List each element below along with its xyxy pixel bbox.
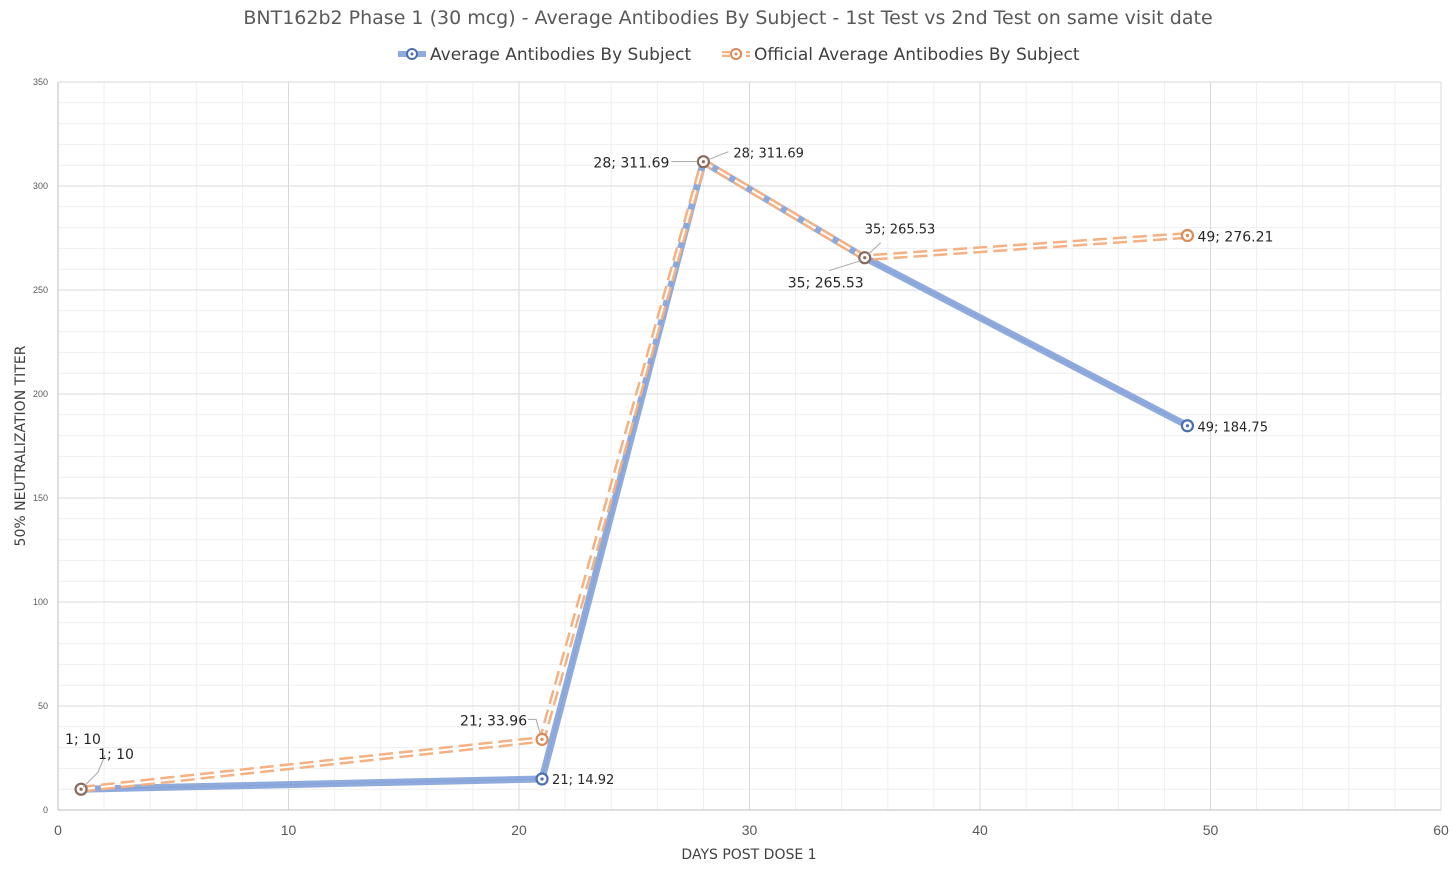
data-label-official: 1; 10 (65, 732, 101, 748)
chart-title: BNT162b2 Phase 1 (30 mcg) - Average Anti… (243, 7, 1212, 29)
data-label-average: 49; 184.75 (1197, 421, 1268, 436)
x-tick-label: 10 (281, 822, 297, 838)
legend: Average Antibodies By Subject Official Av… (398, 45, 1080, 65)
data-label-official: 21; 33.96 (460, 713, 527, 729)
data-label-leader-line (528, 718, 541, 734)
y-tick-label: 100 (33, 597, 48, 607)
data-label-official: 49; 276.21 (1197, 229, 1273, 245)
data-label-average: 21; 14.92 (552, 773, 614, 788)
data-label-average: 1; 10 (98, 747, 134, 763)
data-labels: 1; 10 21; 14.92 28; 311.69 35; 265.53 49; 18… (65, 147, 1273, 788)
series-line-official (80, 158, 1188, 793)
x-axis-title: DAYS POST DOSE 1 (681, 847, 816, 863)
axis-ticks: 0 10 20 30 40 50 60 0 50 100 150 200 250 300 350 (33, 77, 1449, 838)
data-label-average: 35; 265.53 (788, 276, 864, 292)
series-point-average-dot (79, 787, 83, 791)
legend-marker-dot (734, 52, 738, 56)
series-point-average-dot (540, 777, 544, 781)
y-tick-label: 350 (33, 77, 48, 87)
series-line-average (80, 158, 1190, 793)
major-gridlines (57, 81, 1442, 811)
series-point-average-dot (863, 256, 867, 260)
legend-marker-dot (410, 52, 414, 56)
series-layer (74, 155, 1195, 796)
series-point-average-dot (701, 160, 706, 164)
y-tick-label: 200 (33, 389, 48, 399)
legend-label: Average Antibodies By Subject (430, 45, 691, 65)
x-tick-label: 0 (54, 822, 62, 838)
series-point-official-dot (540, 737, 544, 741)
y-axis-title: 50% NEUTRALIZATION TITER (13, 345, 29, 546)
y-tick-label: 50 (38, 701, 48, 711)
x-tick-label: 40 (972, 822, 988, 838)
series-line-official-core (80, 160, 1188, 791)
data-label-leader-line (828, 260, 861, 272)
y-tick-label: 0 (43, 805, 48, 815)
series-point-average-dot (1185, 424, 1190, 428)
x-tick-label: 30 (742, 822, 758, 838)
data-label-leader-line (708, 151, 729, 161)
y-tick-label: 250 (33, 285, 48, 295)
x-tick-label: 20 (511, 822, 527, 838)
x-tick-label: 60 (1433, 822, 1449, 838)
data-label-average: 28; 311.69 (733, 147, 804, 162)
data-label-leader-line (82, 755, 106, 788)
leader-lines (82, 151, 882, 788)
data-label-leader-line (867, 242, 882, 256)
legend-label: Official Average Antibodies By Subject (754, 45, 1080, 65)
series-line-average-core (80, 161, 1188, 790)
series-point-official-dot (1185, 233, 1190, 238)
y-tick-label: 300 (33, 181, 48, 191)
y-tick-label: 150 (33, 493, 48, 503)
data-label-official: 35; 265.53 (865, 223, 936, 238)
x-tick-label: 50 (1203, 822, 1219, 838)
data-label-official: 28; 311.69 (593, 156, 669, 172)
